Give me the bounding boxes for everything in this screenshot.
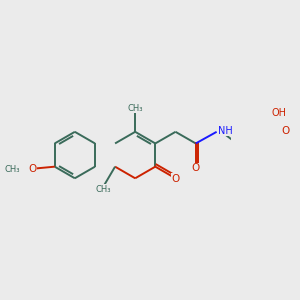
- Text: O: O: [172, 174, 180, 184]
- Text: O: O: [282, 126, 290, 136]
- Text: O: O: [192, 164, 200, 173]
- Text: CH₃: CH₃: [128, 104, 143, 113]
- Text: CH₃: CH₃: [5, 165, 20, 174]
- Text: CH₃: CH₃: [96, 184, 111, 194]
- Text: O: O: [28, 164, 37, 173]
- Text: NH: NH: [218, 126, 232, 136]
- Text: OH: OH: [271, 108, 286, 118]
